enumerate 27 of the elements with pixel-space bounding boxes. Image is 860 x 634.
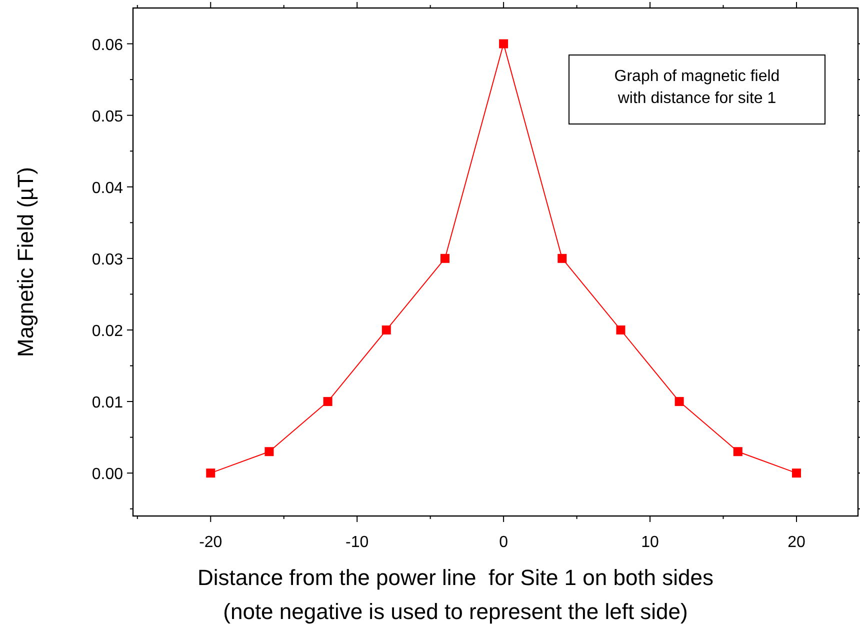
note-box: Graph of magnetic field with distance for site 1 (568, 54, 826, 124)
y-tick-label: 0.06 (92, 36, 124, 54)
annotation: Graph of magnetic field with distance for site 1 (614, 68, 780, 107)
y-tick-label: 0.04 (92, 180, 124, 197)
y-tick-label: 0.03 (92, 251, 124, 268)
point (206, 468, 216, 478)
point (558, 254, 567, 263)
y-tick-label: 0.05 (92, 108, 124, 126)
x-tick-label: -20 (199, 534, 222, 551)
y-tick-label: 0.02 (92, 322, 124, 340)
point (323, 397, 332, 406)
x-tick-label: 10 (641, 534, 660, 551)
x-tick-label: 20 (788, 534, 806, 551)
x-tick-label: -10 (346, 534, 369, 551)
y-tick-label: 0.00 (92, 466, 124, 484)
y-axis-title: Magnetic Field (µT) (13, 167, 38, 357)
point (499, 39, 508, 48)
point (382, 325, 391, 334)
point (674, 397, 684, 406)
point (616, 325, 626, 334)
point (733, 447, 742, 456)
y-tick-label: 0.01 (92, 394, 124, 412)
x-axis-title: Distance from the power line for Site 1 on both sides (note negative is used to represent the left side) (197, 565, 714, 624)
point (440, 254, 450, 263)
x-tick-label: 0 (499, 534, 508, 551)
point (264, 447, 274, 456)
point (792, 468, 801, 478)
